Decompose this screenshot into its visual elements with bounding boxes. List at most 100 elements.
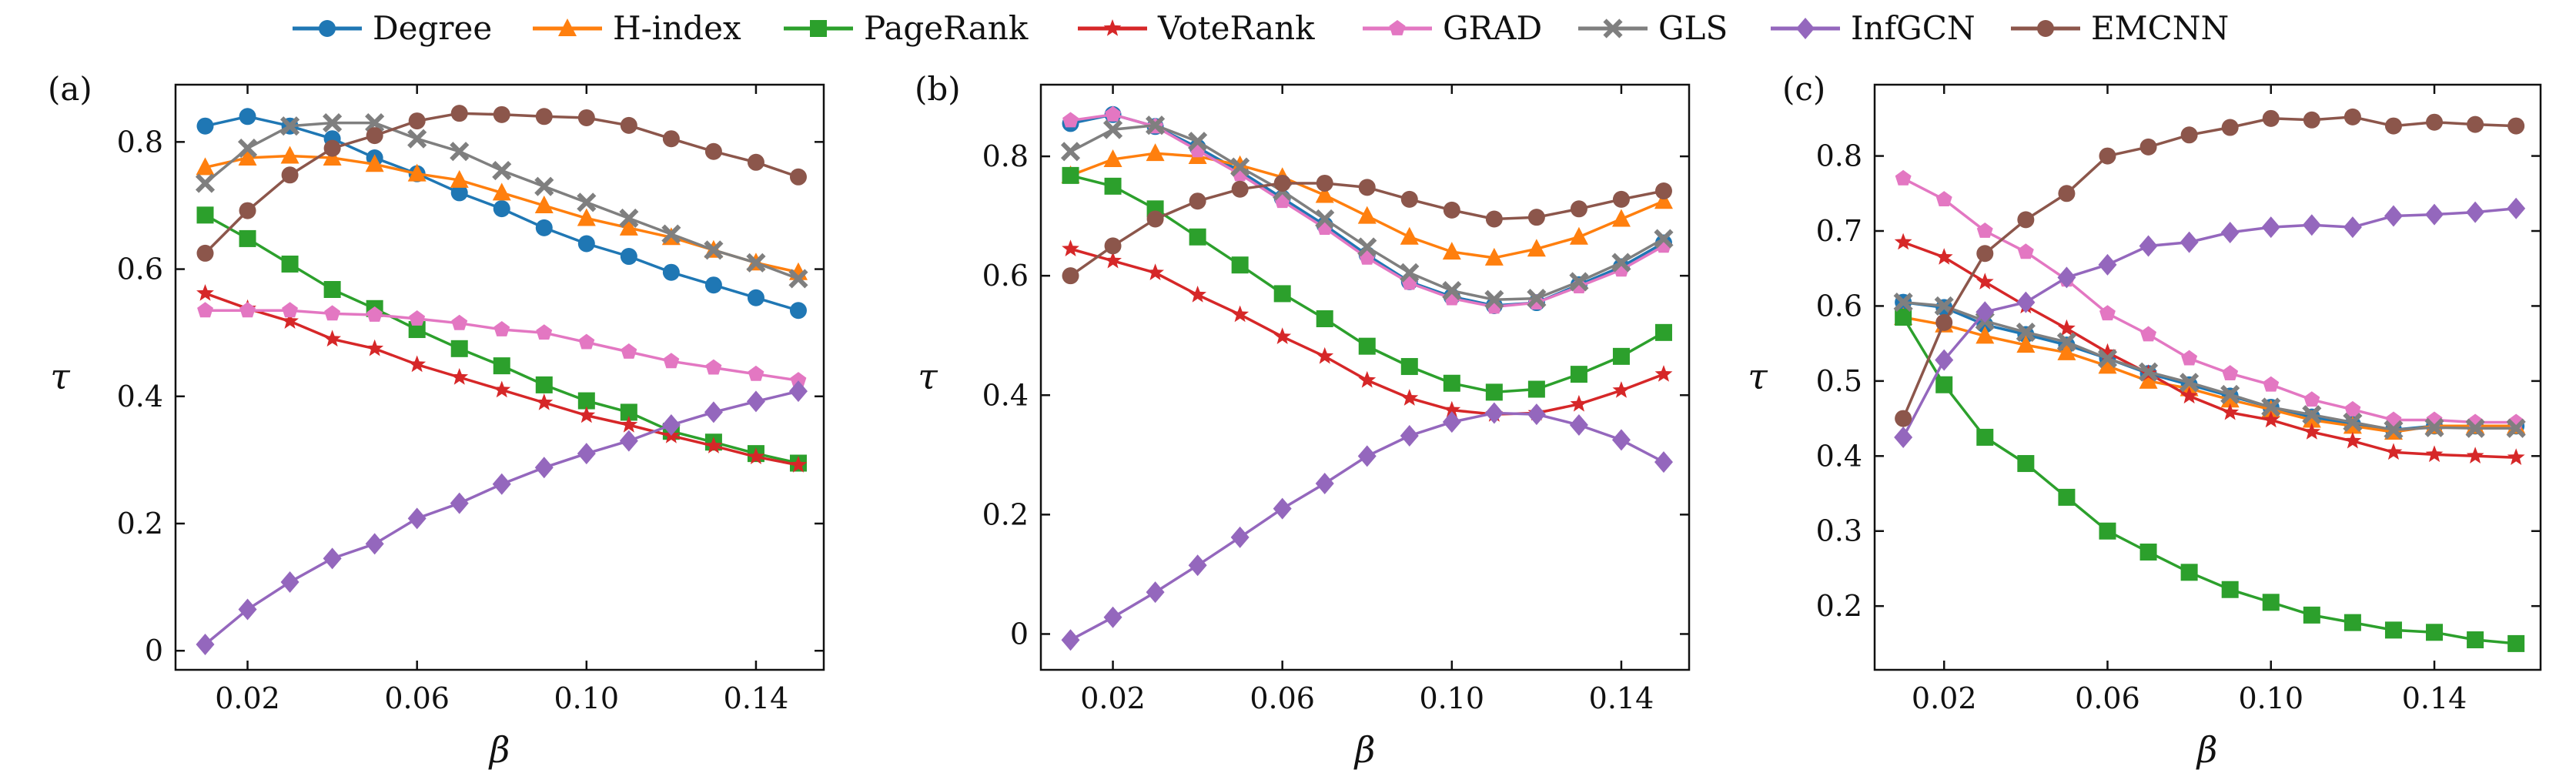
panel-c-point-h-index: [2220, 390, 2240, 408]
panel-a-point-gls: [492, 160, 512, 181]
panel-b: 0.02 0.06 0.10 0.14 0 0.2 0.4 0.6 0.8 (b) τ β: [915, 70, 1691, 771]
panel-a-point-degree: [704, 276, 722, 294]
panel-b-point-infgcn: [1273, 497, 1292, 520]
panel-a-point-grad: [324, 305, 341, 321]
panel-a-point-grad: [493, 321, 510, 336]
legend-marker-grad: [1389, 20, 1406, 35]
panel-c-point-h-index: [2139, 370, 2158, 389]
panel-b-point-voterank: [1146, 263, 1164, 280]
panel-c-point-emcnn: [2058, 185, 2076, 202]
panel-a-point-emcnn: [450, 105, 468, 122]
panel-a-point-infgcn: [619, 430, 638, 452]
panel-c-series-infgcn: [1894, 197, 2526, 448]
panel-b-point-h-index: [1442, 242, 1461, 260]
panel-c-point-infgcn: [2384, 205, 2403, 227]
panel-a-point-voterank: [323, 330, 341, 347]
panel-c-line-grad: [1902, 177, 2517, 424]
panel-a-point-degree: [577, 235, 595, 253]
panel-c-point-infgcn: [2343, 216, 2362, 239]
panel-c-point-emcnn: [1935, 313, 1953, 331]
panel-c-point-h-index: [1975, 326, 1995, 344]
panel-c-point-voterank: [2425, 445, 2444, 463]
panel-c-point-pagerank: [2343, 614, 2361, 631]
panel-c-point-infgcn: [2180, 231, 2199, 253]
panel-b-series-emcnn: [1062, 174, 1672, 285]
panel-c-point-infgcn: [2139, 235, 2158, 257]
panel-b-point-h-index: [1654, 191, 1673, 209]
panel-b-point-emcnn: [1527, 209, 1545, 226]
panel-c-point-voterank: [2303, 423, 2321, 440]
panel-c-x-tick-label: 0.06: [2075, 681, 2140, 715]
panel-a-point-pagerank: [323, 281, 341, 298]
legend-item-degree: Degree: [293, 9, 492, 47]
panel-b-x-tick-label: 0.10: [1420, 681, 1485, 715]
panel-b-point-grad: [1062, 112, 1079, 128]
panel-a-y-tick-label: 0.6: [117, 253, 163, 286]
panel-a-point-degree: [535, 219, 553, 236]
legend-item-h-index: H-index: [533, 9, 741, 47]
panel-b-point-infgcn: [1315, 473, 1334, 495]
panel-b-point-infgcn: [1061, 629, 1080, 651]
panel-c-point-pagerank: [1895, 309, 1912, 326]
panel-c-point-emcnn: [2262, 109, 2280, 127]
panel-b-point-gls: [1654, 229, 1674, 249]
legend-label-emcnn: EMCNN: [2091, 9, 2229, 47]
panel-a-point-voterank: [747, 447, 765, 464]
panel-c-point-voterank: [2262, 410, 2280, 428]
panel-b-point-infgcn: [1569, 414, 1588, 437]
panel-c-point-infgcn: [1894, 426, 1913, 448]
legend-label-infgcn: InfGCN: [1851, 9, 1975, 47]
panel-c-point-pagerank: [1976, 428, 1994, 446]
panel-a-point-pagerank: [239, 229, 256, 247]
panel-c-point-pagerank: [2426, 624, 2444, 641]
panel-b-point-gls: [1484, 289, 1504, 310]
panel-a-point-grad: [621, 343, 637, 359]
panel-b-point-gls: [1060, 142, 1081, 162]
legend-marker-voterank: [1103, 19, 1122, 36]
panel-a-point-voterank: [704, 437, 723, 453]
panel-b-point-voterank: [1358, 370, 1377, 388]
panel-a-x-tick-label: 0.02: [215, 681, 280, 715]
panel-b-point-emcnn: [1443, 201, 1460, 219]
panel-b-point-emcnn: [1358, 179, 1376, 196]
panel-b-point-emcnn: [1654, 182, 1672, 200]
legend-marker-emcnn: [2037, 20, 2054, 37]
panel-b-series-pagerank: [1062, 166, 1672, 401]
panel-c-point-grad: [2344, 400, 2361, 417]
panel-c-point-h-index: [2016, 335, 2036, 353]
panel-c-point-pagerank: [1935, 376, 1953, 393]
legend-marker-h-index-shape: [558, 18, 577, 36]
panel-a-point-infgcn: [407, 507, 427, 530]
panel-c-point-infgcn: [2507, 197, 2526, 219]
panel-a-point-voterank: [408, 355, 427, 373]
panel-a-y-tick-label: 0: [145, 634, 163, 668]
panel-b-point-grad: [1105, 105, 1121, 122]
panel-c-point-gls: [1893, 292, 1913, 313]
panel-b-x-axis-label: β: [1353, 729, 1376, 771]
panel-b-point-voterank: [1443, 400, 1461, 418]
panel-b-ticks: 0.02 0.06 0.10 0.14 0 0.2 0.4 0.6 0.8: [982, 85, 1689, 715]
panel-a-point-emcnn: [408, 112, 426, 130]
panel-c-point-grad: [2017, 243, 2034, 259]
panel-c-point-infgcn: [2302, 214, 2321, 236]
panel-b-point-voterank: [1400, 389, 1419, 406]
panel-a-point-infgcn: [661, 413, 681, 436]
panel-b-x-tick-label: 0.02: [1080, 681, 1146, 715]
panel-c-point-gls: [2016, 322, 2036, 343]
panel-a-point-h-index: [238, 148, 257, 166]
panel-a-point-infgcn: [323, 547, 342, 570]
panel-a-point-emcnn: [789, 168, 807, 186]
legend-label-h-index: H-index: [613, 9, 741, 47]
panel-a-point-infgcn: [577, 443, 596, 465]
panel-a-point-emcnn: [620, 116, 637, 134]
legend: Degree H-index PageRank VoteRank GRAD GL…: [293, 9, 2229, 47]
panel-b-point-gls: [1188, 132, 1208, 152]
panel-a-point-grad: [282, 302, 298, 318]
panel-c-point-emcnn: [2303, 111, 2320, 129]
legend-marker-infgcn: [1796, 18, 1815, 39]
panel-c-point-emcnn: [1976, 245, 1994, 263]
panel-a-point-gls: [577, 192, 597, 212]
panel-b-point-gls: [1442, 280, 1462, 301]
panel-c-plot-area: [1893, 108, 2526, 652]
